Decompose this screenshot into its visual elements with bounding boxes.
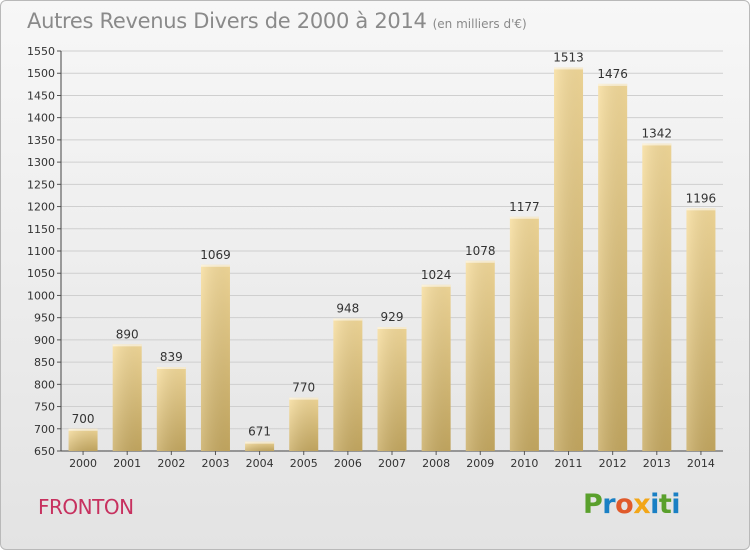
y-tick-label: 650 [34,445,55,458]
bar-highlight [465,260,495,263]
y-tick-label: 1550 [27,45,55,58]
bar-value-label: 1177 [509,200,540,214]
x-tick-label: 2005 [290,457,318,470]
bar-highlight [245,441,275,444]
bar-value-label: 671 [248,425,271,439]
y-tick-label: 750 [34,401,55,414]
bar-shade [554,67,584,451]
y-tick-label: 1400 [27,112,55,125]
bar-highlight [598,83,628,86]
bar-shade [421,284,451,451]
x-tick-label: 2014 [687,457,715,470]
y-tick-label: 1200 [27,201,55,214]
bar-shade [112,344,142,451]
x-tick-label: 2011 [555,457,583,470]
bar-highlight [554,67,584,70]
logo-letter: x [633,489,651,520]
logo-letter: r [602,489,616,520]
y-tick-label: 1150 [27,223,55,236]
logo-letter: P [583,489,603,520]
bar-value-label: 890 [116,327,139,341]
x-tick-label: 2007 [378,457,406,470]
proxiti-logo: Proxiti [583,489,681,520]
y-tick-label: 700 [34,423,55,436]
x-tick-label: 2009 [466,457,494,470]
bar-value-label: 1342 [642,126,673,140]
y-tick-label: 1350 [27,134,55,147]
bar-shade [200,264,230,451]
bar-highlight [377,327,407,329]
chart-title-main: Autres Revenus Divers de 2000 à 2014 [27,9,427,33]
bar-value-label: 1513 [553,50,584,64]
bar-shade [465,260,495,451]
bar-highlight [333,318,363,321]
bar-value-label: 1196 [686,191,717,205]
x-tick-label: 2006 [334,457,362,470]
bar-highlight [68,428,98,431]
bar-shade [245,441,275,451]
y-tick-label: 1050 [27,267,55,280]
bar-shade [686,208,716,451]
bar-value-label: 1078 [465,244,496,258]
x-tick-label: 2004 [246,457,274,470]
y-tick-label: 1450 [27,89,55,102]
y-tick-label: 1100 [27,245,55,258]
bar-highlight [509,216,539,219]
bar-highlight [289,397,319,400]
x-tick-label: 2010 [510,457,538,470]
bar-shade [642,143,672,451]
location-label: FRONTON [38,495,134,519]
bar-shade [598,83,628,451]
bar-value-label: 1069 [200,248,231,262]
y-tick-label: 1500 [27,67,55,80]
bar-value-label: 929 [381,310,404,324]
chart-title: Autres Revenus Divers de 2000 à 2014 (en … [27,9,527,33]
y-tick-label: 850 [34,356,55,369]
x-tick-label: 2003 [201,457,229,470]
bar-highlight [200,264,230,267]
bar-value-label: 770 [292,381,315,395]
bar-shade [377,327,407,451]
x-tick-label: 2002 [157,457,185,470]
y-tick-label: 800 [34,378,55,391]
bar-value-label: 1024 [421,268,452,282]
bar-shade [509,216,539,451]
bar-highlight [112,344,142,347]
bar-shade [289,397,319,451]
bar-highlight [156,367,186,369]
x-tick-label: 2001 [113,457,141,470]
bar-highlight [642,143,672,146]
y-tick-label: 1250 [27,178,55,191]
x-tick-label: 2000 [69,457,97,470]
y-tick-label: 900 [34,334,55,347]
bar-shade [333,318,363,451]
logo-letter: o [615,489,634,520]
bar-value-label: 948 [336,302,359,316]
x-tick-label: 2012 [599,457,627,470]
logo-letter: t [658,489,672,520]
y-tick-label: 950 [34,312,55,325]
bar-highlight [421,284,451,287]
bar-value-label: 700 [72,412,95,426]
bar-shade [68,428,98,451]
bar-value-label: 839 [160,350,183,364]
x-tick-label: 2008 [422,457,450,470]
chart-subtitle: (en milliers d'€) [432,17,527,31]
y-tick-label: 1300 [27,156,55,169]
logo-letter: i [671,489,681,520]
x-tick-label: 2013 [643,457,671,470]
logo-letter: i [650,489,659,520]
bar-highlight [686,208,716,211]
y-tick-label: 1000 [27,289,55,302]
bar-shade [156,367,186,451]
bar-value-label: 1476 [597,67,628,81]
